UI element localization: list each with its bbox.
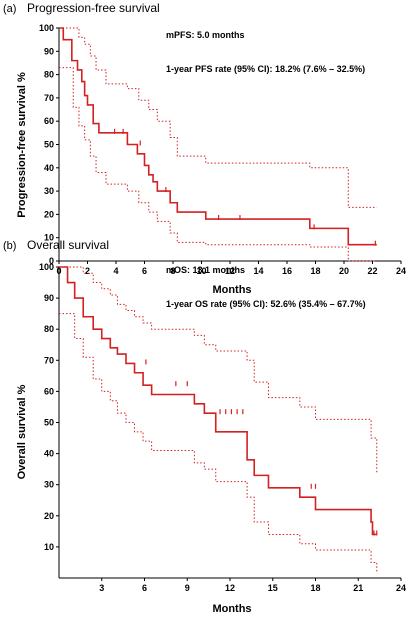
pfs-x-tick-label: 12 <box>225 266 235 276</box>
os-estimate-line <box>59 266 377 536</box>
os-y-axis-title: Overall survival % <box>16 384 28 479</box>
os-x-tick-label: 21 <box>353 583 363 593</box>
pfs-y-tick-label: 30 <box>44 186 54 196</box>
os-y-tick-label: 100 <box>39 262 54 272</box>
os-y-tick-label: 10 <box>44 542 54 552</box>
panel-a-label: (a) <box>3 3 16 15</box>
os-panel: (b) Overall survival mOS: 13.1 months 1-… <box>3 238 406 615</box>
pfs-x-axis-title: Months <box>212 284 251 296</box>
pfs-panel: (a) Progression-free survival mPFS: 5.0 … <box>3 1 406 296</box>
pfs-x-tick-label: 4 <box>113 266 118 276</box>
pfs-x-tick-label: 6 <box>142 266 147 276</box>
os-x-axis-title: Months <box>212 603 251 615</box>
pfs-x-tick-label: 2 <box>85 266 90 276</box>
pfs-one-year-annotation: 1-year PFS rate (95% CI): 18.2% (7.6% – … <box>166 64 365 74</box>
os-censor-marks <box>145 359 378 536</box>
os-x-tick-label: 3 <box>99 583 104 593</box>
os-y-tick-label: 90 <box>44 293 54 303</box>
pfs-km-curve <box>59 27 377 246</box>
os-confidence-bands <box>59 266 378 572</box>
pfs-x-tick-label: 24 <box>396 266 406 276</box>
os-y-tick-label: 40 <box>44 449 54 459</box>
os-x-tick-label: 9 <box>185 583 190 593</box>
os-panel-title: Overall survival <box>27 238 109 252</box>
os-x-tick-label: 24 <box>396 583 406 593</box>
pfs-estimate-line <box>59 27 377 246</box>
pfs-x-tick-label: 18 <box>310 266 320 276</box>
pfs-y-tick-label: 60 <box>44 116 54 126</box>
pfs-x-tick-label: 16 <box>282 266 292 276</box>
os-y-tick-label: 80 <box>44 324 54 334</box>
pfs-panel-title: Progression-free survival <box>27 1 160 15</box>
os-lower-ci-line <box>59 313 378 572</box>
pfs-y-tick-label: 70 <box>44 93 54 103</box>
pfs-x-tick-label: 20 <box>339 266 349 276</box>
os-x-tick-label: 12 <box>225 583 235 593</box>
pfs-y-tick-label: 40 <box>44 163 54 173</box>
os-y-tick-label: 60 <box>44 386 54 396</box>
pfs-x-tick-label: 14 <box>253 266 263 276</box>
pfs-lower-ci-line <box>59 67 377 262</box>
pfs-median-annotation: mPFS: 5.0 months <box>166 30 245 40</box>
os-x-tick-label: 15 <box>268 583 278 593</box>
panel-b-label: (b) <box>3 240 16 252</box>
pfs-x-tick-label: 22 <box>367 266 377 276</box>
os-median-annotation: mOS: 13.1 months <box>166 265 245 275</box>
pfs-y-tick-label: 100 <box>39 23 54 33</box>
os-y-tick-label: 70 <box>44 355 54 365</box>
pfs-y-tick-label: 80 <box>44 70 54 80</box>
pfs-upper-ci-line <box>59 27 377 208</box>
os-x-tick-label: 6 <box>142 583 147 593</box>
pfs-y-tick-label: 90 <box>44 46 54 56</box>
pfs-confidence-bands <box>59 27 377 262</box>
pfs-x-tick-label: 8 <box>170 266 175 276</box>
pfs-y-tick-label: 50 <box>44 140 54 150</box>
pfs-x-tick-label: 10 <box>196 266 206 276</box>
os-one-year-annotation: 1-year OS rate (95% CI): 52.6% (35.4% – … <box>166 299 366 309</box>
os-y-tick-label: 30 <box>44 480 54 490</box>
os-km-curve <box>59 266 377 536</box>
pfs-censor-marks <box>113 128 376 246</box>
os-x-tick-label: 18 <box>310 583 320 593</box>
pfs-y-tick-label: 0 <box>49 256 54 266</box>
pfs-y-axis-title: Progression-free survival % <box>16 72 28 218</box>
os-y-tick-label: 50 <box>44 418 54 428</box>
pfs-y-tick-label: 10 <box>44 233 54 243</box>
os-upper-ci-line <box>59 266 378 473</box>
pfs-y-tick-label: 20 <box>44 209 54 219</box>
os-y-tick-label: 20 <box>44 511 54 521</box>
